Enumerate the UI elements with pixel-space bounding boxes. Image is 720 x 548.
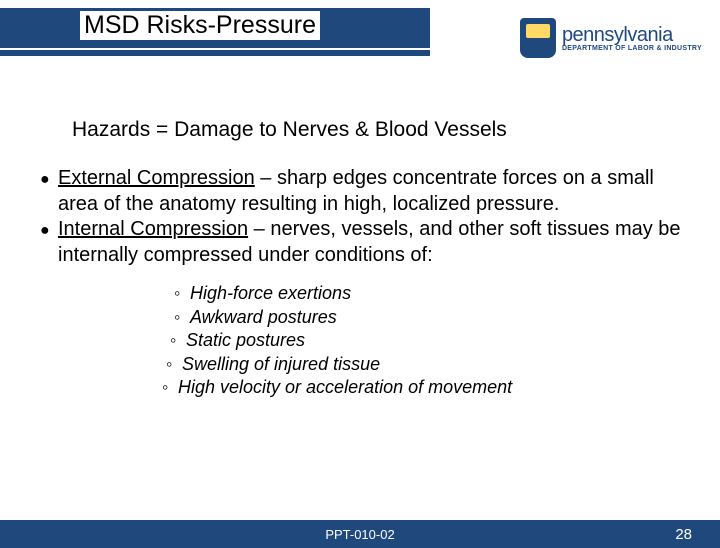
slide-title: MSD Risks-Pressure bbox=[80, 11, 320, 40]
sub-bullet-text: Swelling of injured tissue bbox=[182, 353, 380, 376]
logo-main-text: pennsylvania bbox=[562, 25, 702, 45]
ring-marker-icon: ◦ bbox=[170, 329, 186, 352]
ring-marker-icon: ◦ bbox=[162, 376, 178, 399]
bullet-underlined: External Compression bbox=[58, 167, 255, 189]
sub-bullet-text: High-force exertions bbox=[190, 282, 351, 305]
sub-bullet-item: ◦ High-force exertions bbox=[174, 282, 720, 305]
shield-icon bbox=[520, 18, 556, 58]
sub-bullet-text: Static postures bbox=[186, 329, 305, 352]
title-bar: MSD Risks-Pressure pennsylvania DEPARTME… bbox=[0, 8, 720, 66]
sub-bullet-text: High velocity or acceleration of movemen… bbox=[178, 376, 512, 399]
bullet-marker-icon: ● bbox=[40, 217, 58, 241]
footer-bar: PPT-010-02 28 bbox=[0, 520, 720, 548]
ring-marker-icon: ◦ bbox=[174, 282, 190, 305]
sub-bullet-list: ◦ High-force exertions ◦ Awkward posture… bbox=[174, 282, 720, 399]
logo-text: pennsylvania DEPARTMENT OF LABOR & INDUS… bbox=[562, 25, 702, 52]
bullet-item: ● External Compression – sharp edges con… bbox=[40, 166, 692, 217]
logo: pennsylvania DEPARTMENT OF LABOR & INDUS… bbox=[520, 18, 702, 58]
logo-sub-text: DEPARTMENT OF LABOR & INDUSTRY bbox=[562, 45, 702, 52]
bullet-text: Internal Compression – nerves, vessels, … bbox=[58, 217, 692, 268]
sub-bullet-item: ◦ Static postures bbox=[170, 329, 720, 352]
sub-bullet-text: Awkward postures bbox=[190, 306, 337, 329]
bullet-list: ● External Compression – sharp edges con… bbox=[40, 166, 692, 268]
sub-bullet-item: ◦ Swelling of injured tissue bbox=[166, 353, 720, 376]
bullet-marker-icon: ● bbox=[40, 166, 58, 190]
sub-bullet-item: ◦ High velocity or acceleration of movem… bbox=[162, 376, 720, 399]
bullet-underlined: Internal Compression bbox=[58, 218, 248, 240]
sub-bullet-item: ◦ Awkward postures bbox=[174, 306, 720, 329]
ring-marker-icon: ◦ bbox=[174, 306, 190, 329]
bullet-item: ● Internal Compression – nerves, vessels… bbox=[40, 217, 692, 268]
footer-code: PPT-010-02 bbox=[325, 527, 394, 542]
bullet-text: External Compression – sharp edges conce… bbox=[58, 166, 692, 217]
ring-marker-icon: ◦ bbox=[166, 353, 182, 376]
title-bar-underline bbox=[0, 50, 430, 56]
subtitle: Hazards = Damage to Nerves & Blood Vesse… bbox=[72, 118, 720, 142]
